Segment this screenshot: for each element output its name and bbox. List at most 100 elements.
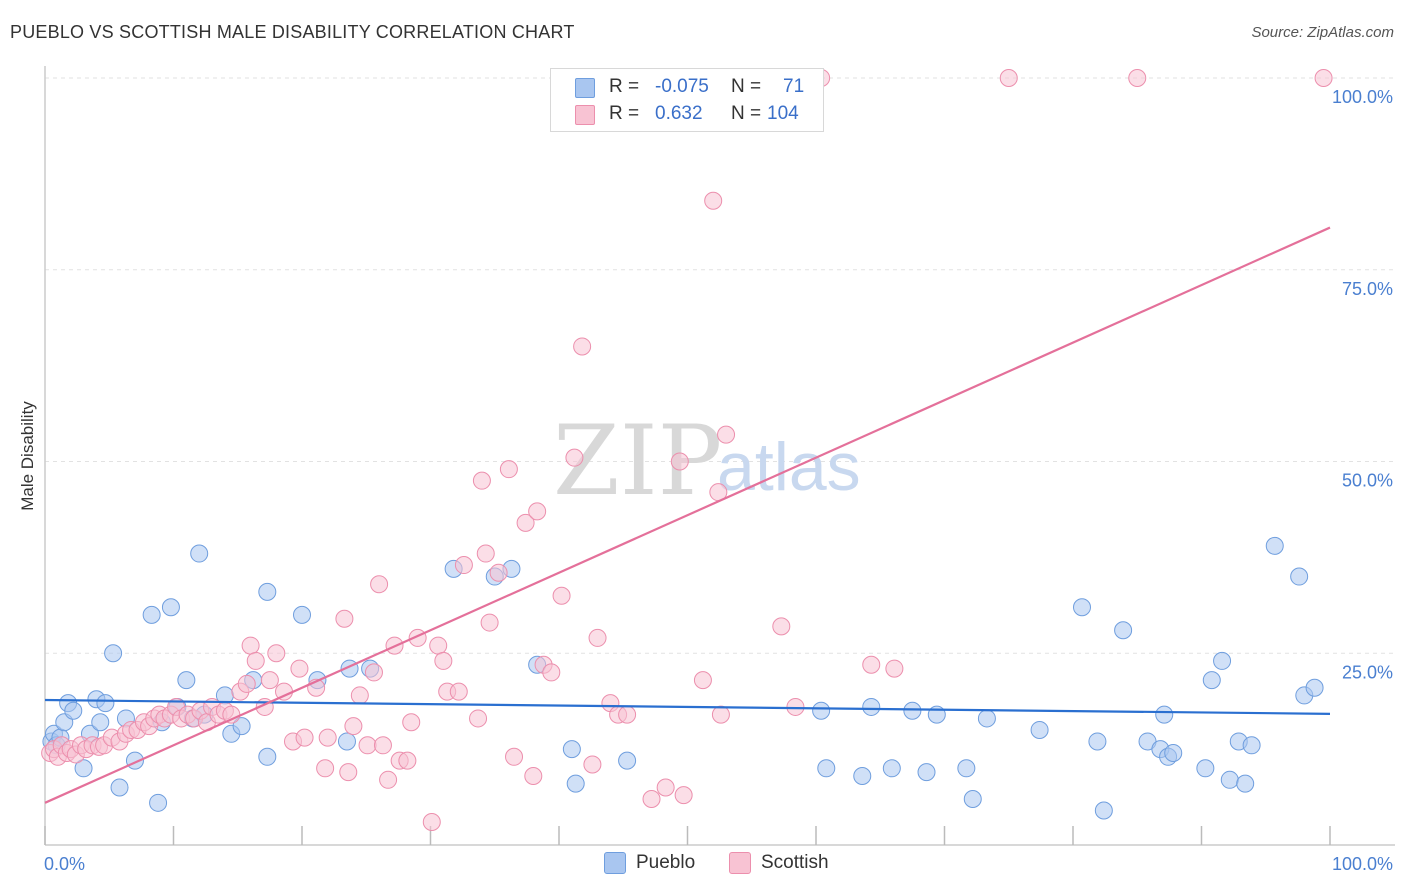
scottish-point [429, 636, 448, 655]
pueblo-point [562, 740, 581, 759]
scottish-swatch [575, 105, 595, 125]
pueblo-point [74, 759, 93, 778]
scottish-point [339, 763, 358, 782]
pueblo-point [161, 598, 180, 617]
scottish-point [505, 747, 524, 766]
y-tick-label: 25.0% [1342, 662, 1393, 682]
r-label: R = [609, 76, 640, 97]
scottish-point [402, 713, 421, 732]
pueblo-point [258, 582, 277, 601]
pueblo-point [882, 759, 901, 778]
y-tick-label: 75.0% [1342, 279, 1393, 299]
pueblo-point [1072, 598, 1091, 617]
pueblo-point [917, 763, 936, 782]
scottish-point [373, 736, 392, 755]
pueblo-point [1305, 678, 1324, 697]
scottish-point [1128, 69, 1147, 87]
scottish-point [1314, 69, 1333, 87]
scottish-point [480, 613, 499, 632]
trend-lines [44, 226, 1331, 804]
gridlines [45, 77, 1395, 654]
scottish-point [489, 563, 508, 582]
pueblo-point [64, 701, 83, 720]
pueblo-point [1088, 732, 1107, 751]
pueblo-point [177, 671, 196, 690]
scottish-point [335, 609, 354, 628]
pueblo-point [91, 713, 110, 732]
legend-label-scottish: Scottish [761, 852, 829, 873]
scottish-point [241, 636, 260, 655]
pueblo-point [1220, 770, 1239, 789]
scottish-point [237, 674, 256, 693]
scottish-point [704, 191, 723, 210]
scottish-point [885, 659, 904, 678]
pueblo-point [337, 732, 356, 751]
watermark-atlas: atlas [717, 429, 861, 505]
scottish-point [499, 460, 518, 479]
scottish-point [398, 751, 417, 770]
scottish-point [565, 448, 584, 467]
scottish-point [583, 755, 602, 774]
pueblo-point [96, 694, 115, 713]
pueblo-point [1114, 621, 1133, 640]
pueblo-point [853, 766, 872, 785]
scottish-point [434, 651, 453, 670]
data-points [41, 69, 1333, 831]
scottish-point [516, 513, 535, 532]
pueblo-point [232, 717, 251, 736]
pueblo-point [957, 759, 976, 778]
scottish-legend-swatch [729, 852, 751, 874]
pueblo-point [1265, 536, 1284, 555]
scottish-point [449, 682, 468, 701]
scottish-point [358, 736, 377, 755]
pueblo-point [903, 701, 922, 720]
scottish-point [674, 786, 693, 805]
scottish-point [295, 728, 314, 747]
scottish-point [364, 663, 383, 682]
scottish-point [422, 812, 441, 831]
pueblo-point [110, 778, 129, 797]
scottish-point [588, 628, 607, 647]
pueblo-point [1164, 743, 1183, 762]
tick-labels: 25.0% 50.0% 75.0% 100.0% 0.0% 100.0% [44, 87, 1393, 874]
pueblo-point [258, 747, 277, 766]
pueblo-point [149, 793, 168, 812]
axes [44, 66, 1395, 846]
scottish-point [711, 705, 730, 724]
r-value: 0.632 [655, 103, 703, 124]
scottish-point [772, 617, 791, 636]
legend-label-pueblo: Pueblo [636, 852, 696, 873]
scottish-point [670, 452, 689, 471]
stats-legend: R = -0.075 N = 71 R = 0.632 N = 104 [550, 68, 824, 132]
pueblo-point [293, 605, 311, 624]
trend-line-scottish [44, 226, 1331, 804]
scottish-point [999, 69, 1018, 87]
n-value: 104 [767, 103, 799, 124]
source-credit: Source: ZipAtlas.com [1251, 24, 1394, 41]
pueblo-point [1290, 567, 1309, 586]
scottish-point [573, 337, 592, 356]
y-tick-label: 100.0% [1332, 87, 1393, 107]
scottish-point [379, 770, 398, 789]
scottish-point [717, 425, 736, 444]
scottish-point [693, 671, 712, 690]
scottish-point [246, 651, 265, 670]
pueblo-point [104, 644, 123, 663]
scottish-point [454, 556, 473, 575]
r-value: -0.075 [655, 76, 709, 97]
pueblo-point [1030, 720, 1049, 739]
pueblo-point [1213, 651, 1232, 670]
pueblo-point [142, 605, 161, 624]
pueblo-swatch [575, 78, 595, 98]
trend-line-pueblo [44, 698, 1331, 715]
scottish-point [290, 659, 309, 678]
y-tick-label: 50.0% [1342, 471, 1393, 491]
scottish-point [862, 655, 881, 674]
chart-title: PUEBLO VS SCOTTISH MALE DISABILITY CORRE… [10, 22, 575, 42]
scottish-point [370, 575, 389, 594]
scottish-point [267, 644, 286, 663]
r-label: R = [609, 103, 640, 124]
pueblo-point [817, 759, 836, 778]
pueblo-point [812, 701, 831, 720]
